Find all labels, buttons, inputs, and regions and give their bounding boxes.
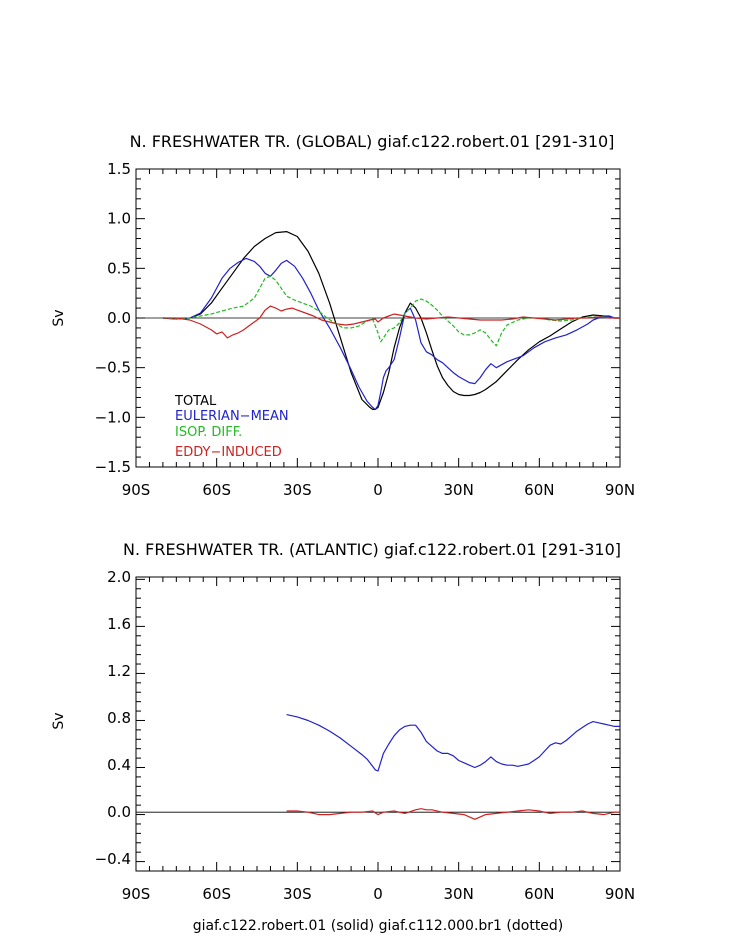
legend-eddy-induced: EDDY−INDUCED [175,445,282,460]
y-tick-label: 0.8 [107,709,131,727]
series-line-0 [286,714,620,772]
series-line-eulerian-mean [162,257,620,410]
x-tick-label: 30S [283,885,312,903]
legend-isop-diff: ISOP. DIFF. [175,425,242,440]
y-axis-label: Sv [51,309,67,326]
series-line-isop-diff- [162,275,620,347]
y-tick-label: 0.0 [107,309,131,327]
x-tick-label: 60N [524,481,554,499]
legend-eulerian-mean: EULERIAN−MEAN [175,409,289,424]
x-tick-label: 60N [524,885,554,903]
series-line-total [162,231,620,410]
series-line-1 [286,808,620,820]
atlantic-panel: N. FRESHWATER TR. (ATLANTIC) giaf.c122.r… [51,540,635,934]
x-axis-caption: giaf.c122.robert.01 (solid) giaf.c112.00… [193,918,564,934]
x-tick-label: 90N [605,885,635,903]
y-tick-label: 0.5 [107,259,131,277]
x-tick-label: 90N [605,481,635,499]
y-tick-label: 1.2 [107,662,131,680]
x-tick-label: 60S [202,481,231,499]
chart-title: N. FRESHWATER TR. (ATLANTIC) giaf.c122.r… [123,540,621,559]
chart-title: N. FRESHWATER TR. (GLOBAL) giaf.c122.rob… [130,132,615,151]
x-tick-label: 30N [444,885,474,903]
x-tick-label: 60S [202,885,231,903]
x-tick-label: 0 [373,885,383,903]
y-tick-label: 1.5 [107,160,131,178]
y-tick-label: −1.0 [95,408,131,426]
x-tick-label: 30N [444,481,474,499]
y-tick-label: 2.0 [107,568,131,586]
y-tick-label: 1.0 [107,210,131,228]
legend-total: TOTAL [174,394,217,409]
plot-frame [135,576,621,872]
x-tick-label: 90S [122,885,151,903]
y-tick-label: −0.4 [95,850,131,868]
y-tick-label: 1.6 [107,615,131,633]
x-tick-label: 0 [373,481,383,499]
y-tick-label: −0.5 [95,359,131,377]
y-tick-label: 0.4 [107,756,131,774]
x-tick-label: 90S [122,481,151,499]
x-tick-label: 30S [283,481,312,499]
legend: TOTAL EULERIAN−MEAN ISOP. DIFF. EDDY−IND… [174,394,289,460]
y-tick-label: −1.5 [95,458,131,476]
y-tick-label: 0.0 [107,803,131,821]
series-line-eddy-induced [162,305,620,339]
y-axis-label: Sv [51,712,67,729]
global-panel: N. FRESHWATER TR. (GLOBAL) giaf.c122.rob… [51,132,635,499]
